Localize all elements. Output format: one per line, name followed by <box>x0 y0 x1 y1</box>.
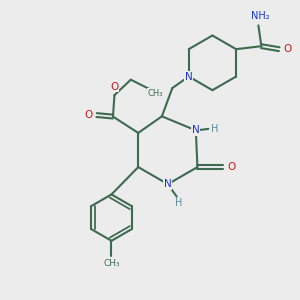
Text: O: O <box>284 44 292 54</box>
Text: N: N <box>192 125 200 135</box>
Text: H: H <box>176 198 183 208</box>
Text: O: O <box>227 162 235 172</box>
Text: H: H <box>211 124 218 134</box>
Text: N: N <box>185 71 193 82</box>
Text: N: N <box>164 179 172 189</box>
Text: O: O <box>110 82 118 92</box>
Text: CH₃: CH₃ <box>103 259 120 268</box>
Text: NH₂: NH₂ <box>250 11 269 22</box>
Text: CH₃: CH₃ <box>147 88 163 98</box>
Text: O: O <box>84 110 92 120</box>
